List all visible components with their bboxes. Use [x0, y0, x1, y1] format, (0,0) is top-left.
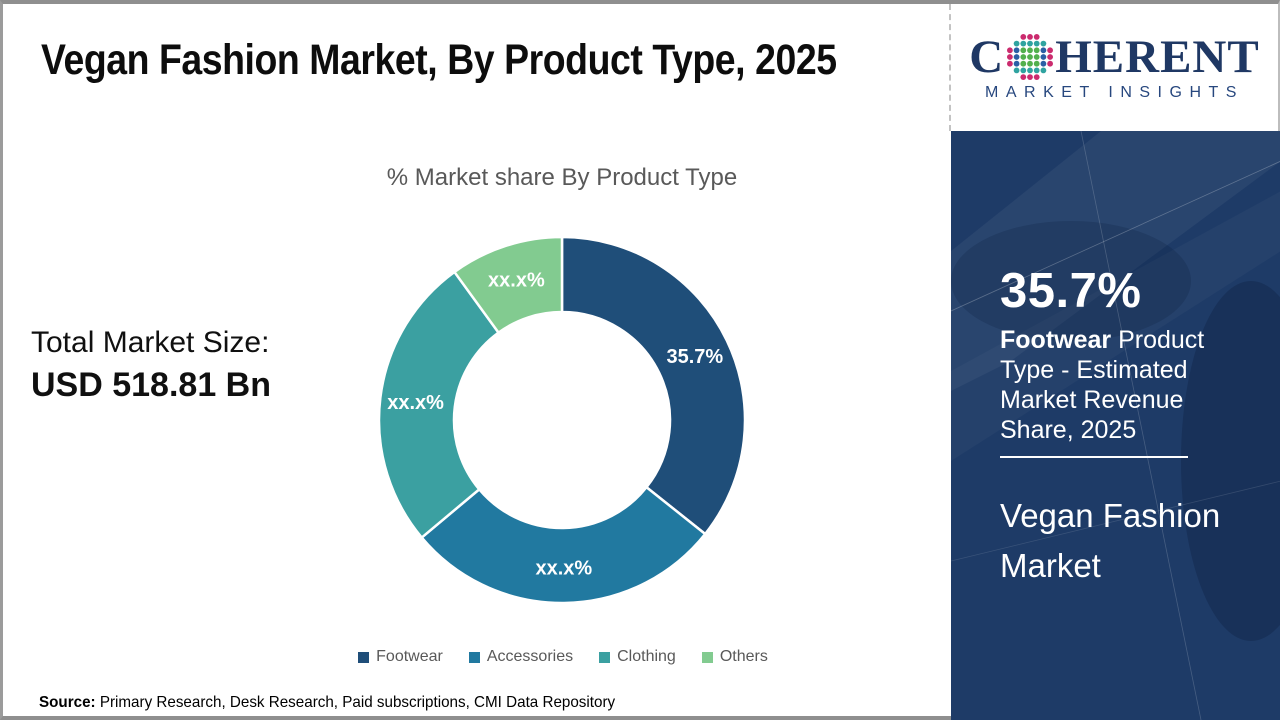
legend-swatch-others — [701, 651, 713, 663]
coherent-logo: C HERENT MARKET INSIGHTS — [951, 4, 1278, 131]
total-market-size-value: USD 518.81 Bn — [31, 366, 271, 404]
legend-label-accessories: Accessories — [486, 648, 574, 665]
world-map-texture — [951, 131, 1280, 720]
donut-segment-clothing — [377, 270, 501, 540]
logo-subtitle: MARKET INSIGHTS — [985, 83, 1244, 101]
source-label: Source: — [39, 694, 96, 711]
donut-chart-svg: 35.7% xx.x% xx.x% xx.x% — [377, 235, 747, 605]
donut-segment-footwear — [560, 235, 747, 536]
legend-swatch-accessories — [468, 651, 480, 663]
legend-item-others: Others — [701, 648, 768, 666]
footwear-share-description: Footwear Product Type - Estimated Market… — [1000, 325, 1236, 445]
sidebar-divider-line — [1000, 456, 1188, 458]
stat-description-rest: Product Type - Estimated Market Revenue … — [1000, 326, 1205, 444]
donut-label-clothing: xx.x% — [387, 392, 444, 414]
coherent-globe-icon — [1007, 34, 1054, 80]
legend-label-others: Others — [719, 648, 768, 665]
donut-chart: 35.7% xx.x% xx.x% xx.x% — [357, 215, 767, 625]
legend-item-clothing: Clothing — [599, 648, 676, 666]
logo-letter-c: C — [969, 30, 1005, 83]
page-title: Vegan Fashion Market, By Product Type, 2… — [41, 36, 837, 84]
legend-item-accessories: Accessories — [468, 648, 574, 666]
legend-item-footwear: Footwear — [358, 648, 443, 666]
donut-segment-others — [452, 235, 564, 335]
legend-swatch-footwear — [358, 651, 370, 663]
legend-swatch-clothing — [599, 651, 611, 663]
logo-word-rest: HERENT — [1055, 30, 1260, 83]
total-market-size-label: Total Market Size: — [31, 326, 270, 359]
donut-segment-accessories — [419, 485, 707, 605]
market-name: Vegan Fashion Market — [1000, 497, 1221, 584]
stat-category-bold: Footwear — [1000, 326, 1112, 354]
logo-wordmark: C HERENT — [969, 30, 1260, 83]
total-market-size-block: Total Market Size: USD 518.81 Bn — [31, 326, 271, 405]
highlight-sidebar: 35.7% Footwear Product Type - Estimated … — [951, 131, 1280, 720]
footwear-share-stat: 35.7% — [1000, 264, 1142, 318]
logo-separator-dashed-line — [949, 4, 951, 131]
legend-label-clothing: Clothing — [617, 648, 676, 665]
source-footnote: Source: Primary Research, Desk Research,… — [39, 694, 615, 712]
legend-label-footwear: Footwear — [376, 648, 443, 665]
donut-label-footwear: 35.7% — [667, 346, 724, 368]
donut-label-accessories: xx.x% — [535, 557, 592, 579]
chart-title: % Market share By Product Type — [386, 164, 738, 191]
chart-legend: Footwear Accessories Clothing Others — [203, 648, 923, 666]
source-text: Primary Research, Desk Research, Paid su… — [95, 694, 616, 711]
donut-label-others: xx.x% — [488, 270, 545, 292]
